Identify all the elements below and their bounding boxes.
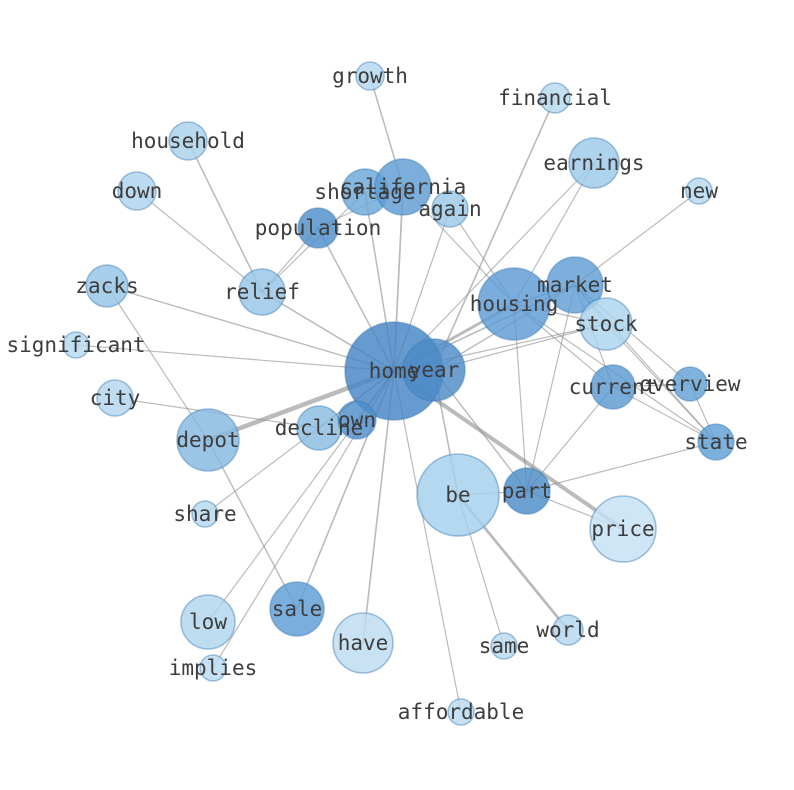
node-down <box>117 171 157 211</box>
node-stock <box>579 297 633 351</box>
node-household <box>168 121 208 161</box>
node-growth <box>355 61 385 91</box>
edge-depot-sale <box>207 439 298 610</box>
node-label-own: own <box>338 408 376 432</box>
label-layer: growth household down financial earnings new s… <box>6 64 747 724</box>
node-market <box>546 256 604 314</box>
node-be <box>416 453 500 537</box>
node-label-part: part <box>502 479 553 503</box>
node-label-affordable: affordable <box>398 700 524 724</box>
node-low <box>180 594 236 650</box>
node-label-low: low <box>189 610 227 634</box>
node-label-again: again <box>418 197 481 221</box>
node-label-share: share <box>173 502 236 526</box>
node-label-new: new <box>680 179 718 203</box>
edge-stock-state <box>605 323 717 443</box>
node-label-financial: financial <box>498 86 612 110</box>
node-significant <box>62 331 90 359</box>
node-label-implies: implies <box>169 656 258 680</box>
node-share <box>191 500 219 528</box>
edge-down-relief <box>136 190 263 293</box>
node-label-current: current <box>569 375 658 399</box>
node-label-household: household <box>131 129 245 153</box>
node-overview <box>672 366 708 402</box>
node-label-city: city <box>90 386 141 410</box>
edge-home-affordable <box>393 370 462 713</box>
node-label-california: california <box>340 175 466 199</box>
node-again <box>431 190 469 228</box>
node-label-depot: depot <box>176 428 239 452</box>
node-own <box>337 400 377 440</box>
node-label-stock: stock <box>574 312 638 336</box>
edge-household-relief <box>187 140 263 293</box>
node-label-market: market <box>537 273 613 297</box>
node-relief <box>238 268 286 316</box>
node-population <box>297 207 339 249</box>
node-label-population: population <box>255 216 381 240</box>
node-label-world: world <box>536 618 599 642</box>
node-label-decline: decline <box>275 416 364 440</box>
node-price <box>589 495 657 563</box>
node-label-zacks: zacks <box>75 274 138 298</box>
node-label-home: home <box>369 359 420 383</box>
node-same <box>490 632 518 660</box>
node-label-shortage: shortage <box>314 180 415 204</box>
node-label-relief: relief <box>224 280 300 304</box>
node-label-overview: overview <box>639 372 741 396</box>
node-zacks <box>85 264 129 308</box>
node-label-significant: significant <box>6 333 145 357</box>
node-label-earnings: earnings <box>543 151 644 175</box>
node-year <box>402 338 466 402</box>
node-current <box>590 364 636 410</box>
node-label-down: down <box>112 179 163 203</box>
node-label-state: state <box>684 430 747 454</box>
node-layer <box>62 61 735 726</box>
node-earnings <box>568 137 620 189</box>
node-label-price: price <box>591 517 654 541</box>
node-label-housing: housing <box>470 292 559 316</box>
edge-significant-home <box>75 344 395 372</box>
node-affordable <box>447 698 475 726</box>
node-label-have: have <box>338 631 389 655</box>
node-housing <box>477 267 551 341</box>
node-new <box>685 177 713 205</box>
edge-part-state <box>526 441 717 492</box>
edge-market-part <box>526 284 576 492</box>
node-city <box>96 379 134 417</box>
node-implies <box>199 654 227 682</box>
node-label-be: be <box>445 483 470 507</box>
node-label-growth: growth <box>332 64 408 88</box>
node-have <box>332 612 394 674</box>
node-financial <box>539 82 571 114</box>
node-california <box>374 158 432 216</box>
edge-financial-year <box>433 97 556 371</box>
node-label-same: same <box>479 634 530 658</box>
node-label-sale: sale <box>272 597 323 621</box>
node-part <box>503 467 551 515</box>
node-state <box>697 423 735 461</box>
node-label-year: year <box>409 358 460 382</box>
edge-zacks-home <box>106 285 395 372</box>
node-sale <box>269 581 325 637</box>
node-depot <box>176 408 240 472</box>
node-world <box>552 614 584 646</box>
